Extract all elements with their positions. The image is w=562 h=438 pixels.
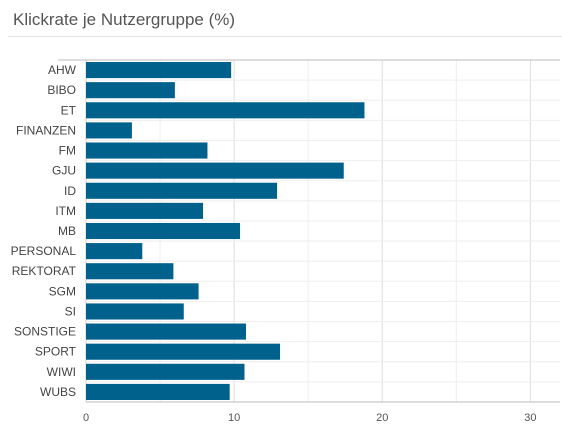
x-tick-label: 0 bbox=[83, 412, 89, 424]
title-divider bbox=[8, 36, 562, 37]
category-label: GJU bbox=[52, 164, 76, 178]
bar-et[interactable] bbox=[86, 102, 365, 119]
bar-wiwi[interactable] bbox=[86, 363, 245, 380]
category-label: REKTORAT bbox=[12, 264, 77, 278]
category-label: SONSTIGE bbox=[14, 325, 76, 339]
bar-rektorat[interactable] bbox=[86, 263, 174, 280]
bar-id[interactable] bbox=[86, 182, 278, 199]
category-label: MB bbox=[58, 224, 76, 238]
bar-itm[interactable] bbox=[86, 202, 204, 219]
category-label: SPORT bbox=[35, 345, 77, 359]
category-label: WUBS bbox=[40, 385, 76, 399]
bar-gju[interactable] bbox=[86, 162, 344, 179]
bars bbox=[86, 62, 365, 400]
bar-sonstige[interactable] bbox=[86, 323, 246, 340]
category-labels: AHW BIBO ET FINANZEN FM GJU ID ITM MB PERSONAL REK… bbox=[11, 63, 77, 399]
chart-title: Klickrate je Nutzergruppe (%) bbox=[13, 10, 236, 29]
category-label: ET bbox=[61, 103, 77, 117]
category-label: ID bbox=[64, 184, 76, 198]
bar-fm[interactable] bbox=[86, 142, 208, 159]
bar-personal[interactable] bbox=[86, 243, 143, 260]
category-label: SGM bbox=[49, 284, 76, 298]
category-label: BIBO bbox=[47, 83, 76, 97]
bar-bibo[interactable] bbox=[86, 82, 175, 99]
bar-sgm[interactable] bbox=[86, 283, 199, 300]
x-tick-label: 30 bbox=[524, 412, 536, 424]
category-label: ITM bbox=[55, 204, 76, 218]
category-label: FINANZEN bbox=[16, 123, 76, 137]
bar-ahw[interactable] bbox=[86, 62, 232, 79]
category-label: SI bbox=[65, 304, 76, 318]
category-label: WIWI bbox=[47, 365, 76, 379]
x-tick-label: 20 bbox=[376, 412, 388, 424]
bar-si[interactable] bbox=[86, 303, 184, 320]
bar-wubs[interactable] bbox=[86, 383, 230, 400]
x-axis-tick-labels: 0 10 20 30 bbox=[83, 412, 537, 424]
category-label: PERSONAL bbox=[11, 244, 77, 258]
category-label: AHW bbox=[48, 63, 77, 77]
bar-sport[interactable] bbox=[86, 343, 281, 360]
category-label: FM bbox=[59, 144, 76, 158]
bar-mb[interactable] bbox=[86, 222, 241, 240]
bar-finanzen[interactable] bbox=[86, 122, 132, 139]
x-tick-label: 10 bbox=[228, 412, 240, 424]
